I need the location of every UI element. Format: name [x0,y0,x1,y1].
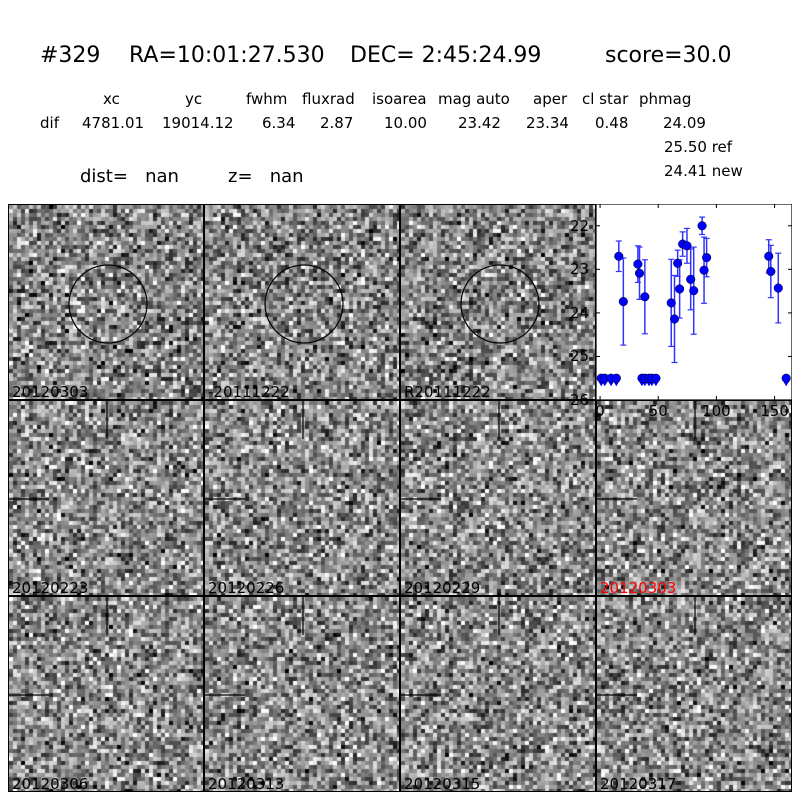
stamp-image [9,401,203,595]
column-header: xc [103,90,120,108]
aperture-circle [460,264,540,344]
column-header: fluxrad [302,90,355,108]
x-tick-label: 0 [595,402,605,420]
ra: RA=10:01:27.530 [129,43,325,68]
y-tick-label: 26 [570,391,590,409]
stamp-date-label: 20120313 [208,775,285,792]
value-cell: 0.48 [595,114,629,132]
column-header: yc [185,90,203,108]
data-point [675,284,685,294]
y-tick-label: 23 [570,260,590,279]
row-label: dif [40,114,59,132]
score: score=30.0 [605,43,732,68]
value-cell: 4781.01 [82,114,145,132]
data-point [633,259,643,269]
image-stamp: 20120306 [8,596,204,792]
column-header: mag auto [438,90,510,108]
value-cell: 23.34 [526,114,569,132]
data-point [697,221,707,231]
data-point [669,314,680,324]
image-stamp: 20120229 [400,400,596,596]
column-header: aper [533,90,568,108]
value-cell: 19014.12 [162,114,234,132]
x-tick-label: 100 [702,402,731,420]
stamp-image [205,401,399,595]
upper-limit-point [781,373,791,383]
x-tick-label: 150 [760,402,789,420]
column-header: isoarea [372,90,427,108]
value-cell: 24.09 [663,114,706,132]
stamp-image [597,401,791,595]
value-cell: 2.87 [320,114,354,132]
dist: dist= nan [80,166,179,187]
image-stamp: 20120317 [596,596,792,792]
stamp-date-label: 20120306 [12,775,89,792]
light-curve-plot [596,204,792,400]
stamp-image [597,597,791,791]
image-stamp: 20120303 [596,400,792,596]
stamp-image [9,597,203,791]
value-cell: 23.42 [458,114,501,132]
value-cell: 10.00 [384,114,427,132]
stamp-date-label: 20120317 [600,775,677,792]
data-point [686,274,696,284]
column-header: cl star [582,90,629,108]
new-mag: 24.41 new [664,162,743,180]
data-point [689,286,699,296]
data-point [640,292,650,302]
image-stamp: 20120315 [400,596,596,792]
stamp-date-label: 20120303 [600,579,677,596]
stamp-image [205,205,399,399]
data-point [764,251,774,261]
stamp-date-label: 20120226 [208,579,285,596]
data-point [699,265,709,275]
data-point [634,268,645,278]
stamp-date-label: 20120229 [404,579,481,596]
stamp-image [401,597,595,791]
stamp-image [401,401,595,595]
stamp-image [401,205,595,399]
dec: DEC= 2:45:24.99 [350,43,542,68]
aperture-circle [264,264,344,344]
y-tick-label: 22 [570,216,590,235]
stamp-date-label: -20111222 [208,383,290,400]
aperture-circle [68,264,148,344]
upper-limit-point [611,373,621,383]
stamp-image [9,205,203,399]
upper-limit-point [651,373,661,383]
column-header: fwhm [246,90,288,108]
data-point [618,297,628,307]
data-point [766,266,776,277]
redshift: z= nan [228,166,304,187]
image-stamp: 20120313 [204,596,400,792]
stamp-date-label: R20111222 [404,383,491,400]
data-point [702,253,712,263]
ref-mag: 25.50 ref [664,138,733,156]
data-point [682,241,692,251]
image-stamp: 20120223 [8,400,204,596]
y-tick-label: 24 [570,303,590,322]
data-point [614,251,624,261]
candidate-id: #329 [40,43,101,68]
image-stamp: R20111222 [400,204,596,400]
value-cell: 6.34 [262,114,296,132]
stamp-date-label: 20120223 [12,579,89,596]
y-tick-label: 25 [570,347,590,366]
image-stamp: 20120226 [204,400,400,596]
column-header: phmag [639,90,692,108]
x-tick-label: 50 [648,402,668,420]
data-point [666,298,676,308]
stamp-image [205,597,399,791]
data-point [673,258,683,268]
stamp-date-label: 20120303 [12,383,89,400]
stamp-date-label: 20120315 [404,775,481,792]
image-stamp: -20111222 [204,204,400,400]
data-point [773,283,783,293]
image-stamp: 20120303 [8,204,204,400]
